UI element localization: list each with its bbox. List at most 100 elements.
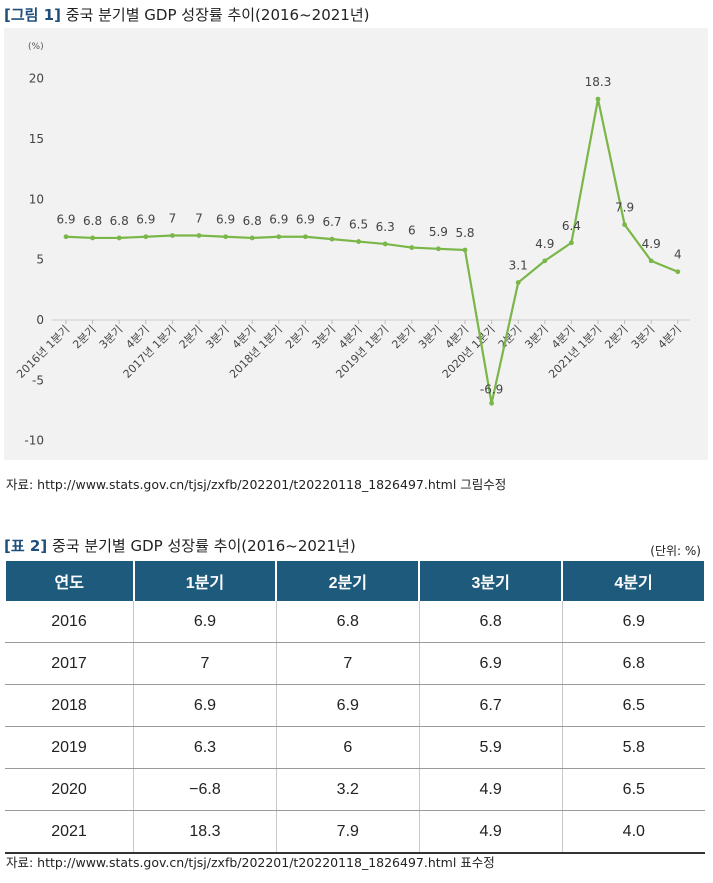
data-point [436,246,441,252]
column-header: 2분기 [275,561,421,601]
y-tick-label: -10 [24,434,44,448]
y-unit-label: (%) [28,42,44,52]
data-label: 6.8 [110,214,129,228]
table-title-text: 중국 분기별 GDP 성장률 추이(2016~2021년) [51,537,356,555]
gdp-table: 연도 1분기 2분기 3분기 4분기 2016 6.9 6.8 6.8 6.9 2017 7 7 6.9… [4,561,706,854]
value-cell: 6.5 [561,684,705,727]
y-tick-label: 0 [36,313,44,327]
year-cell: 2019 [5,726,134,769]
x-tick-label: 3분기 [416,323,444,351]
x-tick-label: 3분기 [203,323,231,351]
year-cell: 2016 [5,601,134,643]
data-label: 6 [408,224,416,238]
value-cell: 18.3 [133,810,277,854]
data-point [63,234,69,240]
column-header: 연도 [4,561,135,601]
value-cell: 4.0 [561,810,705,854]
table-row: 2019 6.3 6 5.9 5.8 [5,726,705,769]
table-unit: (단위: %) [650,544,701,558]
data-point [515,280,521,285]
figure-title: [그림 1] 중국 분기별 GDP 성장률 추이(2016~2021년) [4,4,369,25]
data-point [223,234,229,240]
value-cell: 6.8 [418,601,563,643]
value-cell: 7 [133,642,277,685]
x-tick-label: 2분기 [70,323,98,351]
table-header-row: 연도 1분기 2분기 3분기 4분기 [4,561,706,601]
value-cell: 6.9 [133,601,277,643]
table-tag: [표 2] [4,537,48,555]
data-point [356,239,361,244]
data-point [462,247,468,253]
year-cell: 2020 [5,768,134,811]
x-tick-label: 2016년 1분기 [14,323,72,381]
data-point [143,234,149,240]
data-label: 6.3 [376,220,395,234]
year-cell: 2021 [5,810,134,854]
figure-source: 자료: http://www.stats.gov.cn/tjsj/zxfb/20… [6,477,507,492]
data-label: 4 [674,248,682,262]
data-label: 6.9 [136,213,155,227]
table-source: 자료: http://www.stats.gov.cn/tjsj/zxfb/20… [6,855,495,870]
data-point [569,240,574,246]
data-label: 6.8 [243,214,262,228]
data-label: 4.9 [642,237,661,251]
table-row: 2017 7 7 6.9 6.8 [5,642,705,685]
x-tick-label: 2분기 [496,323,524,351]
x-tick-label: 2분기 [283,323,311,351]
data-label: 7 [169,212,177,226]
x-tick-label: 2분기 [602,323,630,351]
data-point [329,236,335,242]
data-point [489,400,494,406]
data-point [116,235,122,241]
data-label: 4.9 [535,237,554,251]
data-label: 6.8 [83,214,102,228]
value-cell: 7 [275,642,420,685]
data-label: 18.3 [585,75,612,89]
table-body: 2016 6.9 6.8 6.8 6.9 2017 7 7 6.9 6.8 2018 6.9 6.9 6.… [5,601,705,854]
table-row: 2018 6.9 6.9 6.7 6.5 [5,684,705,727]
value-cell: 6.7 [418,684,563,727]
value-cell: 6.9 [418,642,563,685]
column-header: 1분기 [132,561,278,601]
data-label: -6.9 [480,382,503,396]
value-cell: 6.9 [133,684,277,727]
x-tick-label: 2분기 [389,323,417,351]
y-tick-label: -5 [32,373,44,387]
value-cell: 5.8 [561,726,705,769]
column-header: 4분기 [561,561,706,601]
series-line [65,98,679,405]
data-point [170,233,175,238]
figure-tag: [그림 1] [4,6,61,24]
value-cell: 5.9 [418,726,563,769]
data-label: 6.4 [562,219,581,233]
value-cell: 6.8 [275,601,420,643]
data-label: 3.1 [509,259,528,273]
data-point [595,96,601,102]
table-title: [표 2] 중국 분기별 GDP 성장률 추이(2016~2021년) [4,535,356,556]
data-point [675,269,681,275]
value-cell: 6.9 [561,601,705,643]
year-cell: 2018 [5,684,134,727]
table-row: 2016 6.9 6.8 6.8 6.9 [5,601,705,643]
data-label: 6.9 [296,213,315,227]
y-tick-label: 10 [29,192,44,206]
data-label: 6.9 [269,213,288,227]
data-point [542,258,548,264]
data-point [276,234,282,240]
data-point [648,258,654,264]
x-tick-label: 3분기 [310,323,338,351]
data-point [382,241,388,247]
x-tick-label: 3분기 [522,323,550,351]
value-cell: 6 [275,726,420,769]
value-cell: 4.9 [418,768,563,811]
x-tick-label: 3분기 [629,323,657,351]
table-row: 2020 −6.8 3.2 4.9 6.5 [5,768,705,811]
data-label: 7.9 [615,201,634,215]
value-cell: 6.5 [561,768,705,811]
data-label: 5.9 [429,225,448,239]
x-tick-label: 2분기 [177,323,205,351]
chart-area: (%) 20 15 10 5 0 -5 -10 2016년 1분기 2분기 3분기 4분기 2017년 … [4,28,708,460]
value-cell: 6.3 [133,726,277,769]
value-cell: 4.9 [418,810,563,854]
